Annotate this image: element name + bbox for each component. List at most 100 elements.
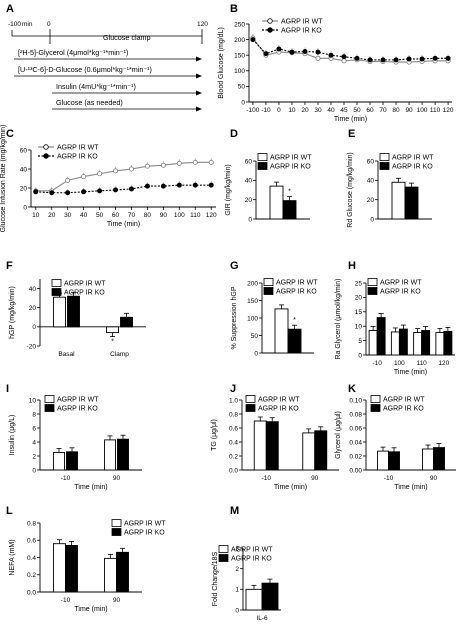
legend-label: AGRP IR KO [258, 406, 299, 413]
series-line [252, 37, 449, 63]
legend-swatch [379, 162, 390, 170]
data-point [160, 183, 166, 189]
x-tick-label: 110 [416, 360, 427, 367]
y-tick-label: 0 [248, 216, 252, 223]
bar [65, 544, 78, 593]
y-tick-label: 8 [32, 411, 36, 418]
y-tick-label: 1.0 [229, 397, 238, 404]
bar [391, 181, 406, 220]
bar [66, 451, 78, 471]
data-point [341, 58, 347, 64]
bar [388, 451, 400, 471]
x-tick-label: 45 [340, 107, 348, 114]
panel-label: E [348, 128, 355, 140]
legend-label: AGRP IR KO [270, 164, 311, 171]
panel-label: H [348, 260, 356, 272]
y-tick-label: 0.4 [229, 439, 238, 446]
legend-label: AGRP IR WT [270, 155, 312, 162]
bar [117, 438, 129, 471]
time-start-label: -100 [8, 21, 21, 28]
panel-label: B [230, 3, 238, 15]
glucose-as-needed-label: Glucose (as needed) [56, 98, 123, 107]
y-tick-label: 2 [235, 566, 239, 573]
data-point [128, 166, 134, 172]
x-axis-label: Time (min) [74, 484, 107, 491]
bar [421, 330, 431, 356]
x-axis-label: Time (min) [274, 484, 307, 491]
legend-swatch [263, 287, 274, 295]
legend-label: AGRP IR KO [276, 289, 317, 296]
x-tick-label: 90 [113, 597, 121, 604]
x-tick-label: -10 [372, 360, 382, 367]
x-tick-label: 120 [206, 212, 217, 219]
y-axis-label: Blood Glucose (mg/dL) [218, 27, 225, 99]
bar [377, 450, 389, 471]
bar [287, 328, 302, 354]
series-line [252, 39, 449, 61]
y-tick-label: 150 [234, 53, 245, 60]
x-tick-label: 90 [160, 212, 168, 219]
data-point [65, 177, 71, 183]
data-point [192, 159, 198, 165]
y-tick-label: 0 [254, 350, 258, 357]
y-axis-label: hGP (mg/kg/min) [9, 286, 16, 339]
panel-h: H 0 5 10 15 20 25 Ra Glycerol (μmol/kg/min) Time… [335, 260, 455, 376]
data-point [354, 55, 360, 61]
data-point [289, 49, 295, 55]
data-point [81, 189, 87, 195]
panel-label: J [230, 383, 236, 395]
data-point [419, 56, 425, 62]
x-tick-label: 90 [430, 475, 438, 482]
y-tick-label: 20 [245, 197, 253, 204]
legend-label: AGRP IR WT [276, 280, 318, 287]
x-tick-label: 10 [32, 212, 40, 219]
x-tick-label: 40 [80, 212, 88, 219]
y-tick-label: 10 [355, 324, 363, 331]
significance-mark: * [288, 189, 291, 196]
y-tick-label: 0.02 [349, 453, 362, 460]
y-tick-label: 40 [245, 178, 253, 185]
data-point [208, 159, 214, 165]
legend-label: AGRP IR WT [231, 547, 273, 554]
legend-swatch [111, 519, 122, 527]
data-point [406, 56, 412, 62]
bar [104, 439, 116, 471]
data-point [380, 57, 386, 63]
time-unit-label: min [22, 21, 33, 28]
y-tick-label: 0.6 [229, 425, 238, 432]
bar [314, 430, 328, 471]
y-tick-label: 250 [234, 21, 245, 28]
panel-label: L [6, 505, 13, 517]
x-tick-label: 60 [366, 107, 374, 114]
data-point [276, 46, 282, 52]
legend-label: AGRP IR WT [258, 397, 300, 404]
x-tick-label: -10 [262, 475, 272, 482]
legend-swatch [218, 554, 229, 562]
y-tick-label: 100 [247, 315, 258, 322]
bar [433, 447, 445, 471]
data-point [81, 174, 87, 180]
y-tick-label: 0.8 [27, 520, 36, 527]
x-tick-label: IL-6 [256, 615, 268, 622]
series-line [35, 184, 212, 194]
data-point [176, 182, 182, 188]
x-tick-label: 60 [112, 212, 120, 219]
bar [53, 543, 66, 593]
legend-swatch [379, 153, 390, 161]
x-tick-label: 100 [174, 212, 185, 219]
bar [104, 557, 117, 593]
x-axis-label: Time (min) [334, 116, 367, 123]
legend-marker [267, 18, 273, 24]
y-tick-label: 0 [32, 467, 36, 474]
data-point [328, 52, 334, 58]
y-tick-label: 40 [367, 178, 375, 185]
x-tick-label: 80 [392, 107, 400, 114]
legend-swatch [263, 278, 274, 286]
x-tick-label: -10 [61, 597, 71, 604]
legend-swatch [51, 288, 62, 296]
data-point [65, 190, 71, 196]
x-tick-label: Clamp [110, 351, 129, 358]
legend-marker [43, 153, 49, 159]
y-axis-label: Insulin (μg/L) [9, 415, 16, 456]
